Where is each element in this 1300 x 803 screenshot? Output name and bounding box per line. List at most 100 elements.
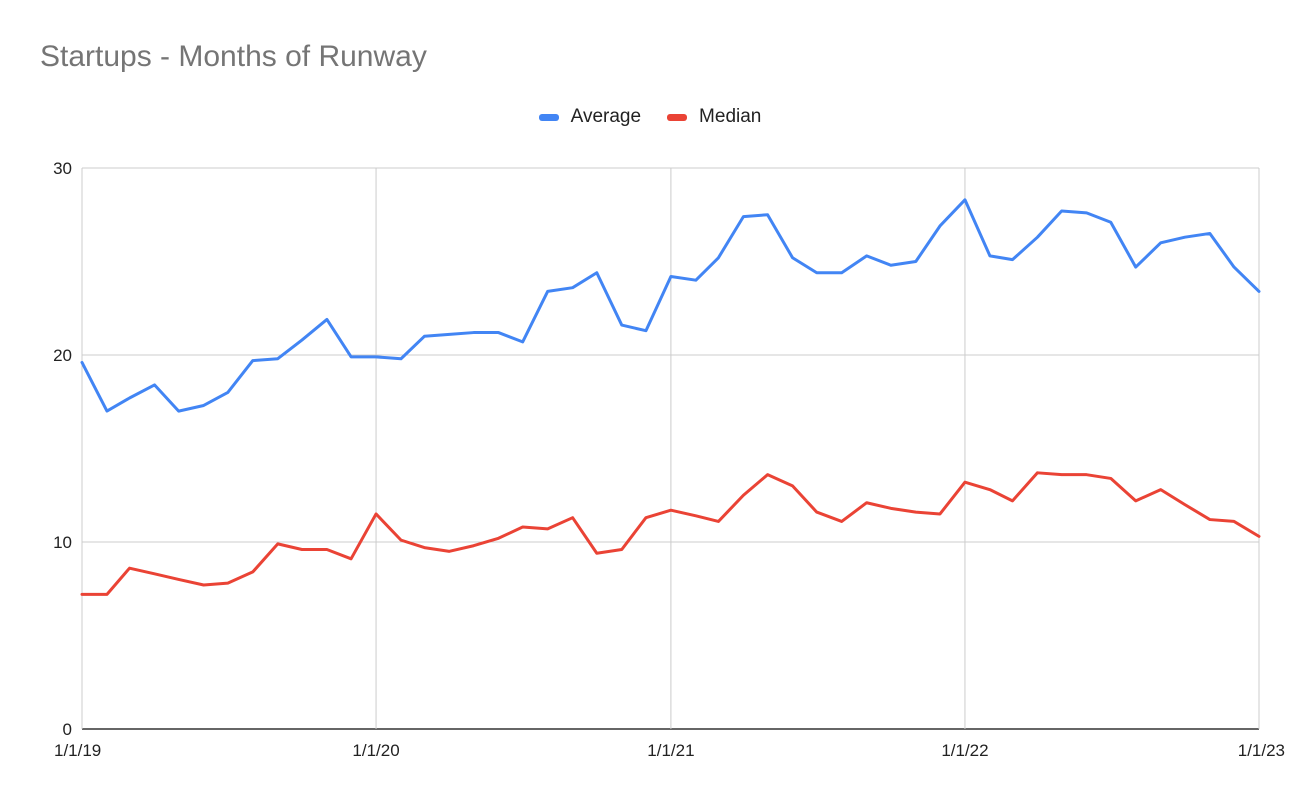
data-point-average-2020-09[interactable] [571, 286, 575, 290]
data-point-median-2022-09[interactable] [1159, 488, 1163, 492]
data-point-median-2019-11[interactable] [325, 547, 329, 551]
data-point-median-2020-08[interactable] [546, 527, 550, 531]
data-point-median-2021-03[interactable] [716, 519, 720, 523]
data-point-average-2022-02[interactable] [988, 254, 992, 258]
data-point-average-2020-10[interactable] [595, 271, 599, 275]
data-point-average-2020-05[interactable] [472, 331, 476, 335]
data-point-average-2020-01[interactable] [374, 355, 378, 359]
data-point-average-2021-06[interactable] [791, 256, 795, 260]
data-point-average-2021-12[interactable] [938, 224, 942, 228]
data-point-average-2022-10[interactable] [1183, 235, 1187, 239]
data-point-average-2019-01[interactable] [80, 360, 84, 364]
data-point-median-2019-05[interactable] [177, 577, 181, 581]
data-point-median-2019-10[interactable] [300, 547, 304, 551]
data-point-median-2020-12[interactable] [644, 516, 648, 520]
data-point-median-2022-06[interactable] [1085, 473, 1089, 477]
data-point-median-2020-07[interactable] [521, 525, 525, 529]
data-point-average-2021-08[interactable] [840, 271, 844, 275]
data-point-median-2022-03[interactable] [1010, 499, 1014, 503]
data-point-average-2019-10[interactable] [300, 338, 304, 342]
data-point-average-2019-04[interactable] [153, 383, 157, 387]
data-point-median-2022-12[interactable] [1232, 519, 1236, 523]
data-point-median-2019-09[interactable] [276, 542, 280, 546]
data-point-median-2020-10[interactable] [595, 551, 599, 555]
data-point-average-2022-04[interactable] [1035, 235, 1039, 239]
data-point-average-2022-06[interactable] [1085, 211, 1089, 215]
data-point-average-2019-02[interactable] [105, 409, 109, 413]
data-point-average-2019-07[interactable] [226, 390, 230, 394]
data-point-average-2023-01[interactable] [1257, 289, 1261, 293]
data-point-average-2020-07[interactable] [521, 340, 525, 344]
data-point-median-2022-04[interactable] [1035, 471, 1039, 475]
data-point-median-2019-08[interactable] [251, 570, 255, 574]
data-point-median-2019-06[interactable] [202, 583, 206, 587]
data-point-median-2020-04[interactable] [447, 549, 451, 553]
data-point-median-2020-03[interactable] [422, 546, 426, 550]
data-point-average-2022-08[interactable] [1134, 265, 1138, 269]
data-point-average-2019-12[interactable] [349, 355, 353, 359]
data-point-median-2020-11[interactable] [620, 547, 624, 551]
data-point-median-2021-05[interactable] [766, 473, 770, 477]
data-point-median-2019-12[interactable] [349, 557, 353, 561]
legend-entry-average[interactable]: Average [538, 106, 641, 128]
data-point-average-2019-08[interactable] [251, 359, 255, 363]
data-point-average-2019-06[interactable] [202, 403, 206, 407]
data-point-average-2021-09[interactable] [865, 254, 869, 258]
data-point-average-2020-11[interactable] [620, 323, 624, 327]
data-point-average-2020-03[interactable] [422, 334, 426, 338]
data-point-average-2019-03[interactable] [128, 396, 132, 400]
series-line-average[interactable] [80, 198, 1261, 413]
data-point-median-2019-03[interactable] [128, 566, 132, 570]
data-point-average-2021-05[interactable] [766, 213, 770, 217]
data-point-median-2020-05[interactable] [472, 544, 476, 548]
data-point-average-2022-07[interactable] [1109, 220, 1113, 224]
data-point-average-2021-01[interactable] [669, 274, 673, 278]
data-point-median-2021-11[interactable] [914, 510, 918, 514]
data-point-median-2021-08[interactable] [840, 519, 844, 523]
data-point-average-2021-10[interactable] [889, 263, 893, 267]
data-point-average-2020-06[interactable] [497, 331, 501, 335]
data-point-median-2021-07[interactable] [815, 510, 819, 514]
data-point-median-2021-10[interactable] [889, 506, 893, 510]
data-point-average-2020-08[interactable] [546, 289, 550, 293]
data-point-median-2019-04[interactable] [153, 572, 157, 576]
data-point-median-2022-07[interactable] [1109, 476, 1113, 480]
data-point-average-2022-12[interactable] [1232, 265, 1236, 269]
data-point-median-2022-10[interactable] [1183, 503, 1187, 507]
data-point-average-2021-07[interactable] [815, 271, 819, 275]
data-point-median-2021-04[interactable] [741, 493, 745, 497]
data-point-median-2022-11[interactable] [1208, 518, 1212, 522]
data-point-average-2021-02[interactable] [694, 278, 698, 282]
data-point-median-2021-09[interactable] [865, 501, 869, 505]
data-point-median-2020-02[interactable] [399, 538, 403, 542]
data-point-median-2022-01[interactable] [963, 480, 967, 484]
data-point-median-2022-05[interactable] [1060, 473, 1064, 477]
data-point-median-2021-06[interactable] [791, 484, 795, 488]
data-point-median-2022-08[interactable] [1134, 499, 1138, 503]
data-point-average-2021-04[interactable] [741, 215, 745, 219]
data-point-average-2019-09[interactable] [276, 357, 280, 361]
data-point-average-2022-03[interactable] [1010, 258, 1014, 262]
data-point-median-2022-02[interactable] [988, 488, 992, 492]
data-point-median-2021-12[interactable] [938, 512, 942, 516]
data-point-median-2020-06[interactable] [497, 536, 501, 540]
data-point-average-2022-11[interactable] [1208, 231, 1212, 235]
data-point-average-2020-02[interactable] [399, 357, 403, 361]
data-point-median-2023-01[interactable] [1257, 534, 1261, 538]
data-point-average-2020-04[interactable] [447, 332, 451, 336]
data-point-median-2019-01[interactable] [80, 592, 84, 596]
data-point-median-2019-07[interactable] [226, 581, 230, 585]
data-point-average-2022-05[interactable] [1060, 209, 1064, 213]
data-point-average-2019-11[interactable] [325, 317, 329, 321]
data-point-average-2021-11[interactable] [914, 260, 918, 264]
legend-entry-median[interactable]: Median [667, 106, 761, 128]
data-point-average-2019-05[interactable] [177, 409, 181, 413]
data-point-median-2021-02[interactable] [694, 514, 698, 518]
data-point-average-2022-09[interactable] [1159, 241, 1163, 245]
data-point-median-2020-01[interactable] [374, 512, 378, 516]
data-point-median-2020-09[interactable] [571, 516, 575, 520]
data-point-average-2022-01[interactable] [963, 198, 967, 202]
data-point-median-2019-02[interactable] [105, 592, 109, 596]
series-line-median[interactable] [80, 471, 1261, 596]
data-point-average-2020-12[interactable] [644, 329, 648, 333]
